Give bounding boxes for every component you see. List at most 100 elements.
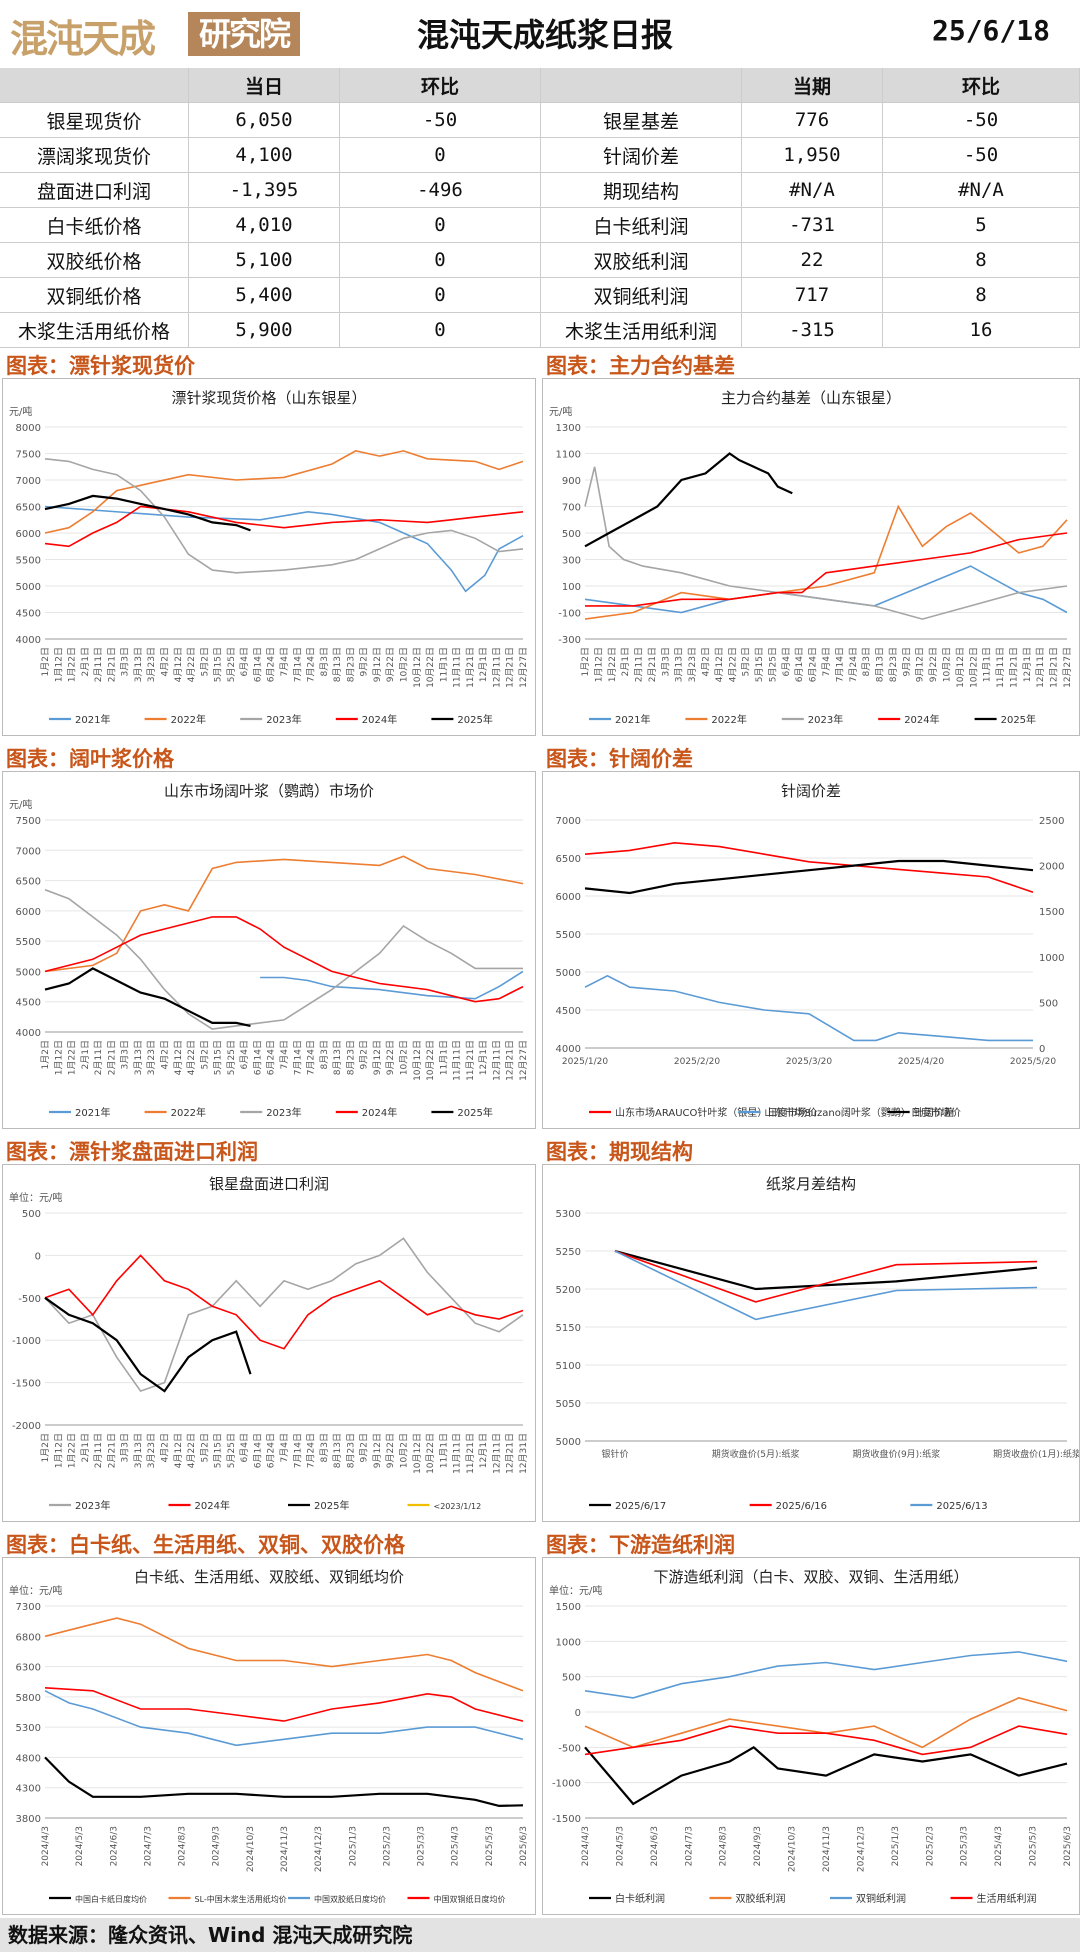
- section-title: 图表：针阔价差: [546, 743, 693, 773]
- y-tick-label: 4000: [16, 635, 41, 646]
- x-tick-label: 2月1日: [80, 647, 91, 676]
- x-tick-label: 12月1日: [478, 1040, 489, 1075]
- x-tick-label: 4月12日: [173, 1433, 184, 1468]
- section-title: 图表：阔叶浆价格: [6, 743, 174, 773]
- x-tick-label: 2024/10/3: [246, 1826, 256, 1872]
- x-tick-label: 6月24日: [266, 647, 277, 682]
- kpi-header-cell: 当期: [741, 68, 883, 103]
- x-tick-label: 1月12日: [53, 1040, 64, 1075]
- y-tick-label: 0: [575, 1708, 581, 1719]
- x-tick-label: 2025/1/3: [348, 1826, 358, 1866]
- x-tick-label: 5月2日: [741, 647, 752, 676]
- kpi-cell: 木浆生活用纸价格: [0, 312, 189, 348]
- series-line: [44, 1687, 524, 1722]
- y-tick-label: -300: [558, 635, 581, 646]
- kpi-row: 双铜纸价格 5,400 0 双铜纸利润 717 8: [0, 277, 1080, 313]
- chart-title: 漂针浆现货价格（山东银星）: [171, 389, 366, 407]
- kpi-cell: 776: [741, 102, 883, 138]
- x-tick-label: 9月22日: [385, 1433, 396, 1468]
- series-line: [44, 1756, 524, 1808]
- y-tick-label: 4500: [16, 998, 41, 1009]
- series-line: [614, 1250, 1038, 1321]
- y-tick-label: 4000: [556, 1044, 581, 1055]
- kpi-cell: 0: [339, 312, 541, 348]
- x-tick-label: 10月2日: [399, 1433, 410, 1468]
- x-tick-label: 8月23日: [345, 1040, 356, 1075]
- series-line: [614, 1250, 1038, 1303]
- x-tick-label: 1月2日: [40, 1433, 51, 1462]
- series-line: [44, 1237, 524, 1393]
- brand-logo: 混沌天成 研究院: [10, 8, 300, 61]
- x-tick-label: 12月11日: [491, 647, 502, 688]
- x-tick-label: 8月13日: [875, 647, 886, 682]
- chart-panel-import-profit: 银星盘面进口利润 单位：元/吨 -2000 -1500 -1000 -500 0 500 1月2…: [2, 1164, 536, 1522]
- y2-tick-label: 1000: [1039, 953, 1064, 964]
- legend-label: 中国双铜纸日度均价: [434, 1894, 506, 1904]
- legend-label: 2025年: [1001, 713, 1036, 726]
- x-tick-label: 1月12日: [53, 647, 64, 682]
- x-tick-label: 1月22日: [607, 647, 618, 682]
- y-tick-label: 7000: [16, 476, 41, 487]
- x-tick-label: 银针价: [601, 1448, 628, 1460]
- x-tick-label: 3月23日: [687, 647, 698, 682]
- kpi-cell: 双胶纸利润: [540, 242, 742, 278]
- kpi-cell: -50: [882, 102, 1080, 138]
- legend-label: 双铜纸利润: [856, 1892, 906, 1905]
- x-tick-label: 1月12日: [593, 647, 604, 682]
- x-tick-label: 8月13日: [332, 1040, 343, 1075]
- kpi-cell: #N/A: [741, 172, 883, 208]
- kpi-cell: -315: [741, 312, 883, 348]
- x-tick-label: 4月12日: [173, 647, 184, 682]
- x-tick-label: 11月1日: [438, 1433, 449, 1468]
- x-tick-label: 3月23日: [146, 647, 157, 682]
- x-tick-label: 1月22日: [67, 647, 78, 682]
- y-tick-label: 5500: [556, 930, 581, 941]
- x-tick-label: 8月13日: [332, 1433, 343, 1468]
- x-tick-label: 7月4日: [279, 647, 290, 676]
- legend-label: 2022年: [711, 713, 746, 726]
- x-tick-label: 2024/4/3: [581, 1826, 591, 1866]
- chart-panel-basis: 主力合约基差（山东银星） 元/吨 -300 -100 100 300 500 700 900 11…: [542, 378, 1080, 736]
- y-tick-label: 300: [562, 556, 581, 567]
- x-tick-label: 7月14日: [292, 647, 303, 682]
- x-tick-label: 4月22日: [186, 1040, 197, 1075]
- kpi-cell: 1,950: [741, 137, 883, 173]
- x-tick-label: 4月12日: [714, 647, 725, 682]
- kpi-row: 白卡纸价格 4,010 0 白卡纸利润 -731 5: [0, 207, 1080, 243]
- x-tick-label: 2025/1/3: [891, 1826, 901, 1866]
- x-tick-label: 3月3日: [660, 647, 671, 676]
- kpi-cell: 双铜纸利润: [540, 277, 742, 313]
- x-tick-label: 1月12日: [53, 1433, 64, 1468]
- section-title: 图表：漂针浆盘面进口利润: [6, 1136, 258, 1166]
- x-tick-label: 3月23日: [146, 1040, 157, 1075]
- x-tick-label: 10月12日: [412, 647, 423, 688]
- legend-label: 2024年: [362, 1106, 397, 1119]
- x-tick-label: 7月14日: [834, 647, 845, 682]
- y-tick-label: 5300: [16, 1723, 41, 1734]
- x-tick-label: 12月21日: [505, 1433, 516, 1474]
- x-tick-label: 8月23日: [888, 647, 899, 682]
- chart-term-structure: 纸浆月差结构 5000 5050 5100 5150 5200 5250 5300 银针价 期货收…: [556, 1175, 1079, 1512]
- x-tick-label: 2024/4/3: [41, 1826, 51, 1866]
- series-line: [584, 1725, 1068, 1756]
- y-tick-label: 5250: [556, 1247, 581, 1258]
- x-tick-label: 10月22日: [968, 647, 979, 688]
- x-tick-label: 9月22日: [928, 647, 939, 682]
- x-tick-label: 4月22日: [186, 1433, 197, 1468]
- x-tick-label: 2024/12/3: [856, 1826, 866, 1872]
- legend-label: 山东市场Suzano阔叶浆（鹦鹉）日度市场价: [764, 1106, 961, 1119]
- x-tick-label: 5月15日: [754, 647, 765, 682]
- x-tick-label: 12月1日: [1022, 647, 1033, 682]
- y-tick-label: 500: [562, 1673, 581, 1684]
- kpi-cell: 22: [741, 242, 883, 278]
- x-tick-label: 10月22日: [425, 1040, 436, 1081]
- y-tick-label: 6000: [556, 892, 581, 903]
- series-line: [44, 494, 251, 532]
- y-tick-label: 500: [562, 529, 581, 540]
- legend-label: 中国白卡纸日度均价: [75, 1894, 147, 1904]
- kpi-cell: 5,100: [188, 242, 340, 278]
- y-tick-label: 4500: [556, 1006, 581, 1017]
- y-axis-label: 单位：元/吨: [9, 1584, 62, 1597]
- x-tick-label: 2024/5/3: [615, 1826, 625, 1866]
- chart-bleached-softwood-spot: 漂针浆现货价格（山东银星） 元/吨 4000 4500 5000 5500 6000 6500…: [9, 389, 529, 726]
